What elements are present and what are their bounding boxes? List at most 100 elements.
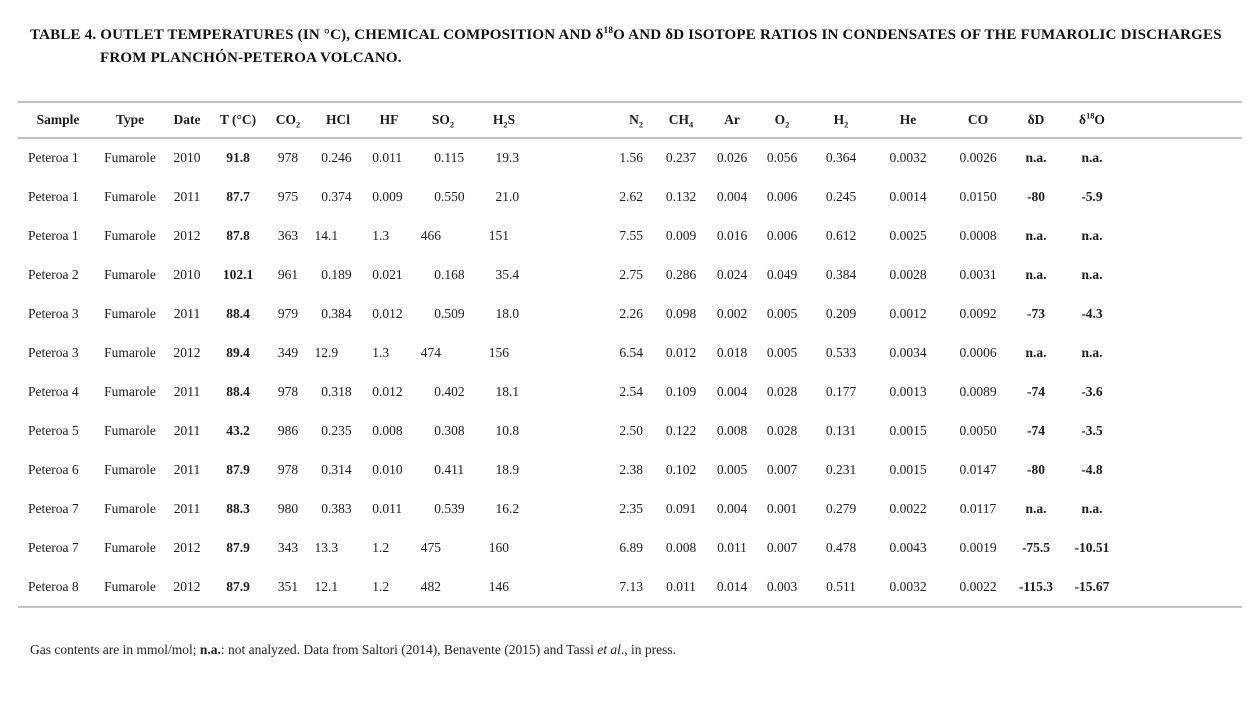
header-dd: δD [1010, 102, 1062, 139]
spacer-cell [1122, 333, 1242, 372]
cell-o2: 0.005 [766, 345, 798, 361]
header-date: Date [162, 102, 212, 139]
cell-he: 0.0012 [889, 305, 927, 321]
cell-date: 2011 [173, 462, 201, 478]
cell-sample: Peteroa 6 [28, 462, 79, 478]
cell-n2: 2.35 [619, 501, 643, 517]
cell-hcl: 0.384 [321, 305, 352, 321]
cell-hcl: 0.246 [321, 150, 352, 166]
cell-d18o: -15.67 [1074, 579, 1110, 595]
cell-he: 0.0032 [889, 150, 927, 166]
cell-hf: 0.010 [372, 462, 403, 478]
table-row: Peteroa 8 Fumarole 2012 87.9 351 12.1 1.2 482 14… [18, 568, 1242, 607]
cell-he: 0.0022 [889, 501, 927, 517]
cell-he: 0.0028 [889, 266, 927, 282]
spacer-cell [1122, 490, 1242, 529]
cell-h2s: 35.4 [495, 266, 520, 282]
cell-n2: 1.56 [619, 150, 643, 166]
cell-t: 88.4 [226, 305, 250, 321]
cell-co: 0.0050 [959, 423, 997, 439]
cell-dd: -115.3 [1018, 579, 1054, 595]
cell-so2: 0.402 [434, 384, 465, 400]
cell-t: 87.9 [226, 462, 250, 478]
cell-date: 2011 [173, 423, 201, 439]
cell-o2: 0.028 [766, 423, 798, 439]
cell-co2: 986 [277, 423, 299, 439]
cell-h2s: 18.0 [495, 305, 520, 321]
header-type: Type [98, 102, 162, 139]
cell-h2s: 156 [488, 345, 509, 361]
cell-dd: -73 [1027, 305, 1045, 321]
cell-hcl: 13.3 [314, 540, 339, 556]
cell-co: 0.0019 [959, 540, 997, 556]
cell-ch4: 0.237 [665, 150, 697, 166]
cell-t: 91.8 [226, 150, 250, 166]
cell-d18o: -3.5 [1081, 423, 1103, 439]
cell-t: 87.8 [226, 227, 250, 243]
table-footnote: Gas contents are in mmol/mol; n.a.: not … [30, 642, 676, 658]
cell-date: 2011 [173, 188, 201, 204]
cell-hf: 0.012 [372, 384, 403, 400]
cell-ar: 0.014 [716, 579, 748, 595]
cell-co2: 978 [277, 462, 299, 478]
header-co2: CO2 [264, 102, 312, 139]
header-n2: N2 [536, 102, 650, 139]
table-row: Peteroa 1 Fumarole 2011 87.7 975 0.374 0.009 0.… [18, 177, 1242, 216]
cell-so2: 0.308 [434, 423, 465, 439]
cell-sample: Peteroa 4 [28, 384, 79, 400]
cell-he: 0.0015 [889, 462, 927, 478]
cell-h2: 0.612 [825, 227, 857, 243]
cell-ch4: 0.009 [665, 227, 697, 243]
spacer-cell [1122, 412, 1242, 451]
cell-hcl: 0.374 [321, 188, 352, 204]
cell-ar: 0.004 [716, 188, 748, 204]
cell-co2: 961 [277, 266, 299, 282]
cell-type: Fumarole [104, 150, 156, 166]
cell-date: 2012 [173, 345, 201, 361]
cell-h2: 0.209 [825, 305, 857, 321]
cell-ar: 0.004 [716, 501, 748, 517]
cell-co: 0.0147 [959, 462, 997, 478]
spacer-cell [1122, 138, 1242, 177]
cell-o2: 0.049 [766, 266, 798, 282]
cell-hcl: 0.189 [321, 266, 352, 282]
cell-sample: Peteroa 1 [28, 188, 79, 204]
cell-hf: 1.3 [372, 345, 390, 361]
cell-he: 0.0032 [889, 579, 927, 595]
cell-ch4: 0.008 [665, 540, 697, 556]
caption-line-1: TABLE 4. OUTLET TEMPERATURES (IN °C), CH… [30, 26, 1222, 43]
cell-d18o: n.a. [1081, 345, 1103, 361]
cell-co: 0.0031 [959, 266, 997, 282]
cell-o2: 0.003 [766, 579, 798, 595]
cell-dd: -74 [1027, 384, 1045, 400]
cell-hcl: 0.235 [321, 423, 352, 439]
header-sample: Sample [18, 102, 98, 139]
header-t: T (°C) [212, 102, 264, 139]
header-d18o: δ18O [1062, 102, 1122, 139]
cell-n2: 2.50 [619, 423, 643, 439]
cell-hf: 0.011 [372, 150, 403, 166]
cell-hcl: 14.1 [314, 227, 339, 243]
cell-date: 2012 [173, 227, 201, 243]
cell-sample: Peteroa 2 [28, 266, 79, 282]
header-co: CO [946, 102, 1010, 139]
cell-date: 2011 [173, 501, 201, 517]
cell-hcl: 12.1 [314, 579, 339, 595]
cell-type: Fumarole [104, 540, 156, 556]
header-hcl: HCl [312, 102, 364, 139]
cell-t: 102.1 [222, 266, 254, 282]
cell-n2: 2.54 [619, 384, 643, 400]
cell-ch4: 0.286 [665, 266, 697, 282]
cell-he: 0.0014 [889, 188, 927, 204]
cell-hf: 0.009 [372, 188, 403, 204]
header-ar: Ar [712, 102, 752, 139]
cell-n2: 6.89 [619, 540, 643, 556]
cell-so2: 475 [420, 540, 441, 556]
header-o2: O2 [752, 102, 812, 139]
cell-so2: 0.539 [434, 501, 465, 517]
cell-date: 2010 [173, 266, 201, 282]
cell-hf: 1.2 [372, 579, 390, 595]
cell-ch4: 0.102 [665, 462, 697, 478]
spacer-cell [1122, 373, 1242, 412]
cell-ar: 0.005 [716, 462, 748, 478]
